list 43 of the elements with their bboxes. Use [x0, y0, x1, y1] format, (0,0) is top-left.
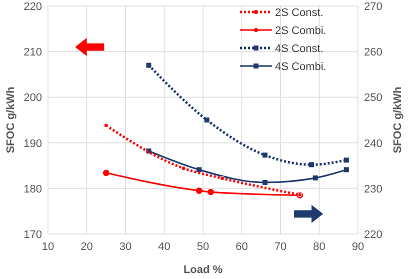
point	[344, 158, 349, 163]
y-tick-label: 180	[24, 183, 42, 196]
x-tick-label: 10	[42, 241, 54, 253]
point	[208, 188, 214, 196]
y-tick-label: 170	[24, 229, 42, 241]
y2-axis-title: SFOC g/kWh	[392, 86, 404, 154]
x-tick-label: 40	[158, 241, 170, 253]
point	[196, 167, 202, 172]
point	[204, 118, 210, 122]
point	[181, 166, 186, 171]
y2-tick-label: 260	[364, 46, 382, 59]
point	[262, 152, 268, 158]
point	[102, 170, 110, 176]
legend-label: 2S Combi.	[275, 25, 326, 37]
y-axis-title: SFOC g/kWh	[5, 86, 17, 154]
y2-tick-label: 220	[364, 229, 382, 241]
x-tick-label: 30	[119, 241, 132, 253]
y-tick-label: 220	[24, 1, 42, 13]
x-tick-label: 70	[274, 241, 287, 253]
point	[309, 162, 314, 168]
point	[220, 176, 225, 181]
x-tick-label: 50	[196, 241, 210, 253]
y2-tick-label: 230	[364, 183, 382, 196]
x-axis-title: Load %	[183, 264, 223, 276]
point	[146, 62, 152, 68]
x-tick-label: 60	[236, 241, 248, 253]
y-tick-label: 190	[24, 138, 42, 150]
x-tick-label: 90	[352, 241, 364, 253]
y-tick-label: 200	[24, 92, 42, 104]
point	[196, 187, 202, 194]
legend-label: 4S Const.	[275, 43, 324, 55]
point	[344, 167, 349, 172]
y2-tick-label: 250	[364, 92, 382, 104]
legend-label: 4S Combi.	[275, 61, 326, 73]
y2-tick-label: 240	[364, 138, 382, 150]
point	[104, 123, 108, 128]
legend-label: 2S Const.	[275, 7, 324, 19]
y-tick-label: 210	[24, 46, 42, 59]
point	[312, 175, 318, 180]
x-tick-label: 20	[80, 241, 93, 253]
y2-tick-label: 270	[364, 1, 382, 13]
x-tick-label: 80	[313, 241, 326, 253]
point	[262, 180, 268, 185]
